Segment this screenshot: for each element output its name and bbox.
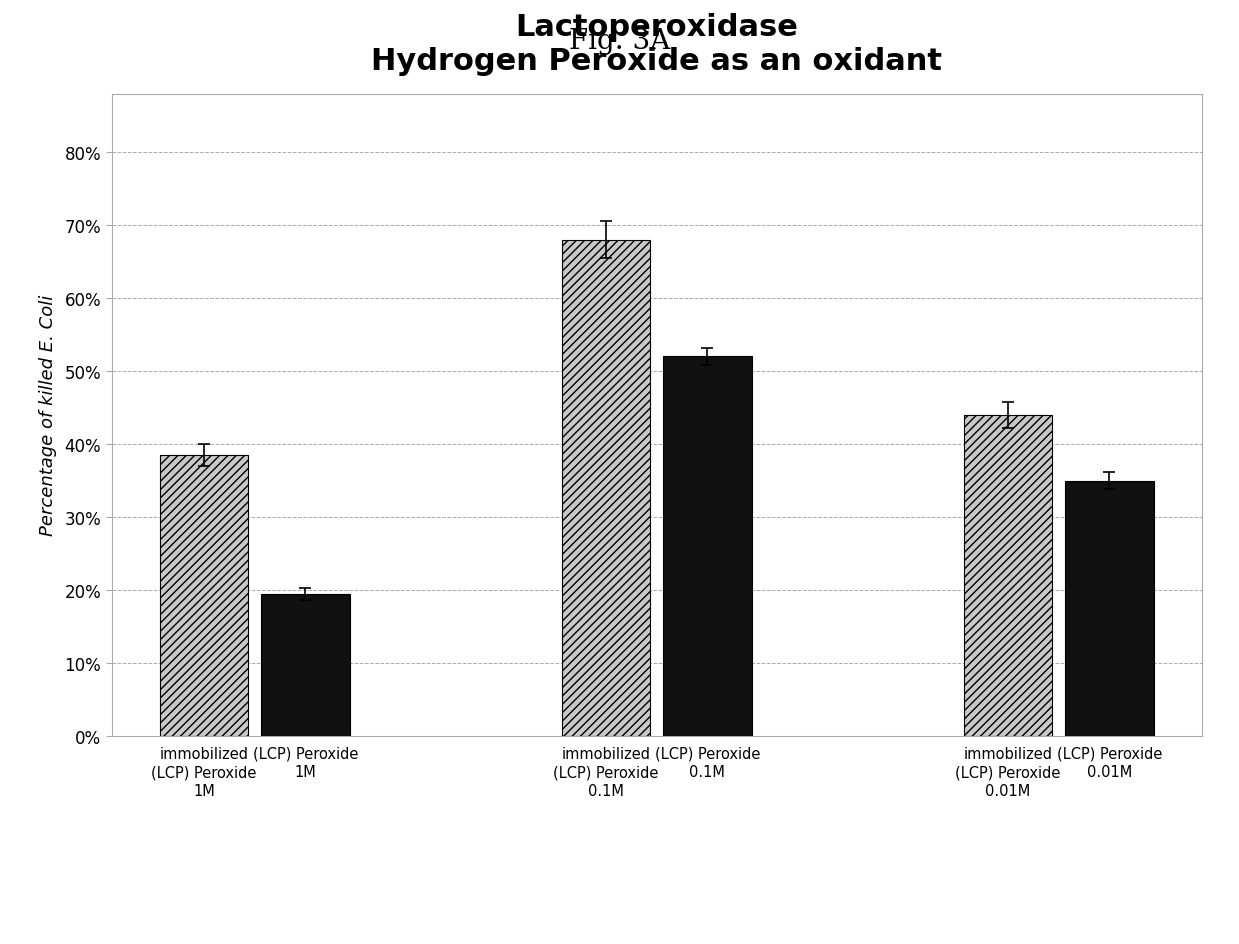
Bar — [160, 456, 248, 736]
Y-axis label: Percentage of killed E. Coli: Percentage of killed E. Coli — [40, 295, 57, 536]
Bar — [561, 241, 650, 736]
Bar — [663, 357, 752, 736]
Text: Fig. 3A: Fig. 3A — [569, 28, 670, 56]
Bar — [1066, 481, 1154, 736]
Bar — [964, 415, 1052, 736]
Bar — [261, 594, 349, 736]
Title: Lactoperoxidase
Hydrogen Peroxide as an oxidant: Lactoperoxidase Hydrogen Peroxide as an … — [372, 13, 942, 76]
